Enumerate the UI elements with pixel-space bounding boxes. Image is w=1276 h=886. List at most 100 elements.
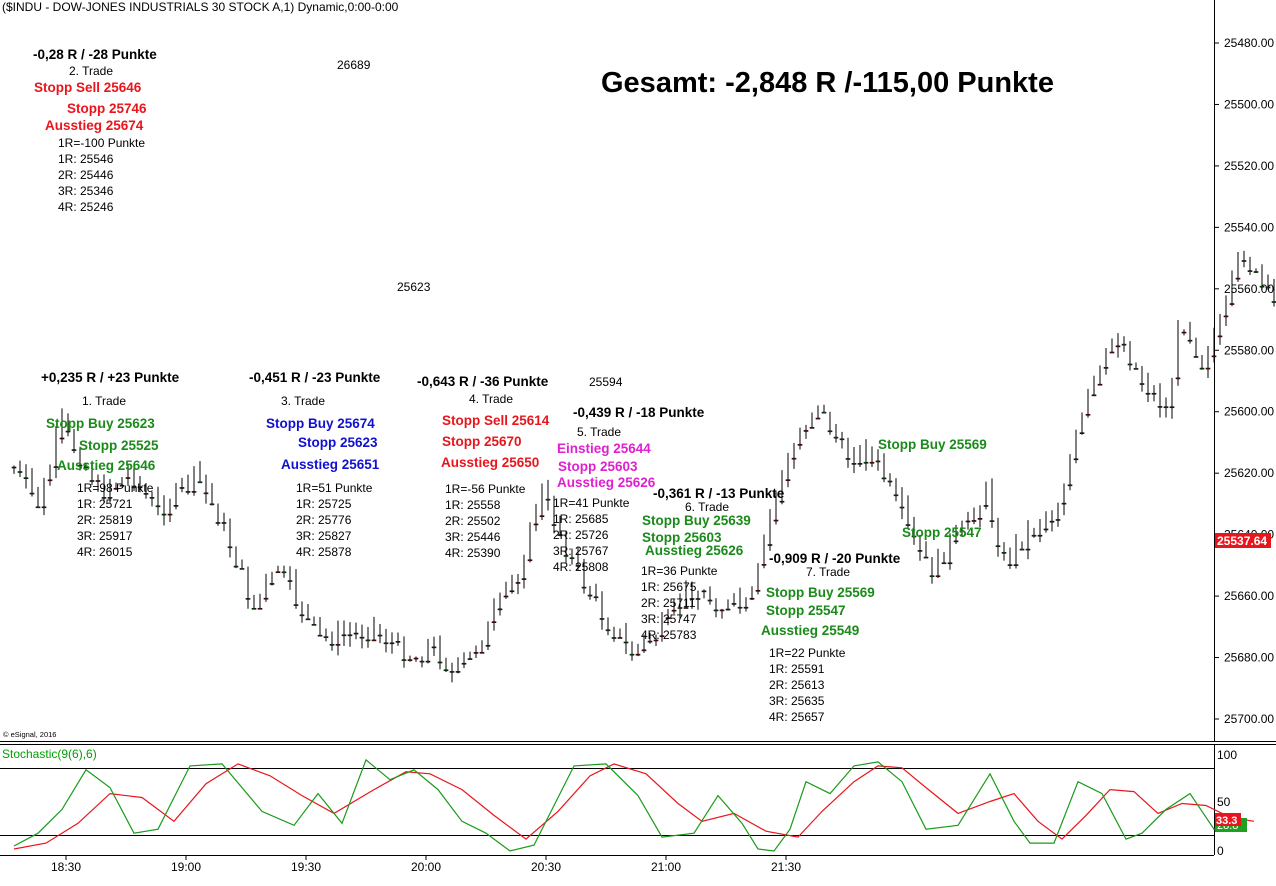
candle-up (1199, 367, 1205, 370)
candle-up (845, 458, 851, 460)
trade-4-r3: 3R: 25446 (445, 530, 501, 544)
candle-up (29, 492, 35, 495)
candle-down (275, 571, 281, 574)
candle-down (1073, 458, 1079, 461)
candle-down (269, 583, 275, 585)
trade-1-stopp-buy: Stopp Buy 25623 (46, 416, 155, 431)
trade-5-name: 5. Trade (577, 425, 621, 439)
candle-up (851, 463, 857, 465)
candle-up (1259, 285, 1265, 288)
candle-up (383, 642, 389, 645)
candle-down (809, 427, 815, 429)
candle-down (461, 662, 467, 665)
candle-up (893, 494, 899, 497)
candle-up (419, 660, 425, 663)
copyright-label: © eSignal, 2016 (3, 730, 56, 739)
candle-up (581, 586, 587, 589)
candle-up (185, 491, 191, 493)
trade-5-r1: 1R: 25685 (553, 512, 609, 526)
candle-down (221, 522, 227, 524)
candle-up (713, 609, 719, 612)
candle-up (299, 614, 305, 617)
candle-down (1115, 345, 1121, 348)
trade-2-r1: 1R: 25546 (58, 152, 114, 166)
trade-1-r1: 1R: 25721 (77, 497, 133, 511)
trade-3-stopp: Stopp 25623 (298, 435, 378, 450)
trade-4-result: -0,643 R / -36 Punkte (417, 374, 549, 389)
candle-up (563, 555, 569, 557)
candle-down (1211, 355, 1217, 358)
candle-up (329, 643, 335, 646)
candle-down (389, 642, 395, 645)
candle-up (245, 598, 251, 600)
trade-1-r4: 4R: 26015 (77, 545, 133, 559)
candle-up (737, 606, 743, 609)
trade-6-name: 6. Trade (685, 500, 729, 514)
candle-up (1127, 363, 1133, 366)
candle-down (1175, 377, 1181, 380)
right-stopp: Stopp 25547 (902, 525, 982, 540)
candle-up (1193, 356, 1199, 358)
candle-up (65, 430, 71, 433)
candle-up (401, 659, 407, 661)
trade-1-name: 1. Trade (82, 394, 126, 408)
trade-2-name: 2. Trade (69, 64, 113, 78)
candle-up (989, 520, 995, 522)
candle-up (161, 513, 167, 516)
stoch-level-100: 100 (1217, 748, 1237, 762)
candle-down (647, 640, 653, 643)
candle-down (695, 598, 701, 600)
trade-4-stopp-sell: Stopp Sell 25614 (442, 413, 550, 428)
candle-down (503, 595, 509, 598)
trade-5-entry: Einstieg 25644 (557, 441, 651, 456)
candle-up (551, 524, 557, 526)
candle-down (1013, 564, 1019, 566)
candle-down (107, 497, 113, 499)
trade-6-exit: Ausstieg 25626 (645, 543, 744, 558)
candle-up (203, 492, 209, 495)
candle-up (77, 464, 83, 467)
candle-up (605, 629, 611, 632)
candle-up (1187, 339, 1193, 342)
candle-up (239, 568, 245, 570)
trade-7-r4: 4R: 25657 (769, 710, 825, 724)
trade-3-name: 3. Trade (281, 394, 325, 408)
candle-down (479, 651, 485, 654)
candle-up (1145, 392, 1151, 395)
candle-down (515, 582, 521, 584)
trade-7-result: -0,909 R / -20 Punkte (769, 551, 901, 566)
candle-down (1205, 367, 1211, 370)
candle-up (629, 653, 635, 656)
trade-6-r1: 1R: 25675 (641, 580, 697, 594)
price-label-low-2: 25594 (589, 375, 623, 389)
candle-up (443, 669, 449, 672)
candle-down (431, 646, 437, 649)
trade-3-stopp-buy: Stopp Buy 25674 (266, 416, 375, 431)
candle-up (611, 637, 617, 639)
candle-up (905, 524, 911, 526)
candle-down (977, 518, 983, 520)
candle-down (761, 564, 767, 566)
candle-down (179, 487, 185, 489)
candle-up (599, 618, 605, 620)
candle-up (1241, 260, 1247, 262)
candle-down (665, 617, 671, 619)
candle-up (1121, 343, 1127, 346)
candle-down (1037, 534, 1043, 537)
x-tick-label: 20:30 (531, 860, 561, 874)
trade-5-r4: 4R: 25808 (553, 560, 609, 574)
trade-5-exit: Ausstieg 25626 (557, 475, 656, 490)
candle-down (125, 477, 131, 479)
candle-down (263, 597, 269, 600)
candle-down (533, 523, 539, 526)
y-tick-label: 25500.00 (1224, 97, 1274, 111)
candle-down (1181, 331, 1187, 334)
candle-down (53, 466, 59, 468)
trade-1-r3: 3R: 25917 (77, 529, 133, 543)
trade-5-result: -0,439 R / -18 Punkte (573, 405, 705, 420)
candle-up (917, 550, 923, 552)
candle-down (743, 606, 749, 609)
stoch-d-line (13, 763, 1255, 850)
candle-up (311, 624, 317, 626)
trade-2-exit: Ausstieg 25674 (45, 118, 144, 133)
